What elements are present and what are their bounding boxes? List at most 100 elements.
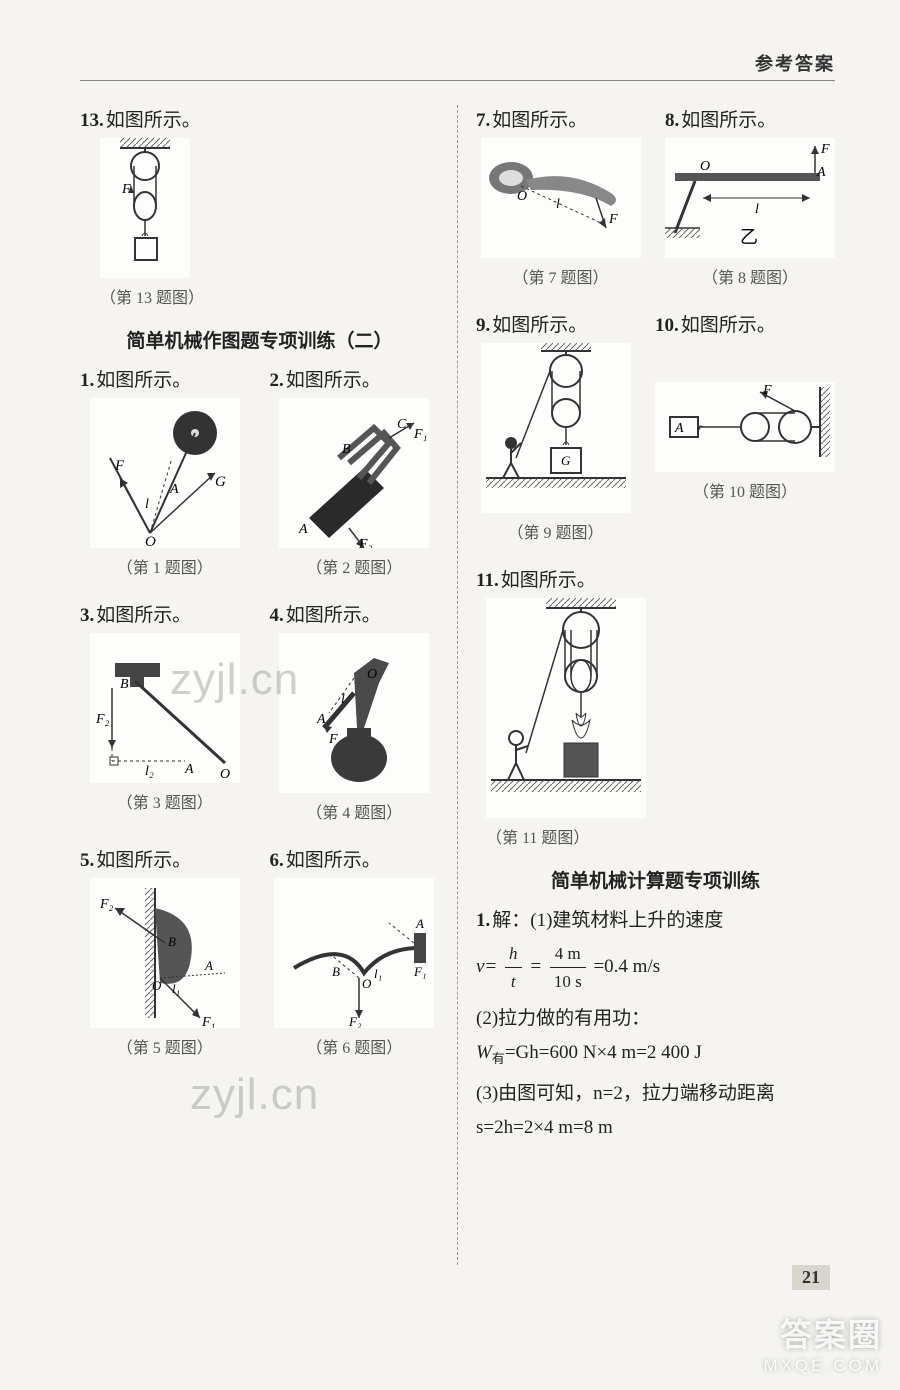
q10-line: 10.如图所示。 [655,310,835,337]
d2-C: C [397,417,407,432]
d6-O: O [362,976,372,991]
row-5-6: 5.如图所示。 F₂ F₁ B A [80,845,439,1076]
row-1-2: 1.如图所示。 F A G O [80,365,439,596]
fig1: F A G O l （第 1 题图） [80,398,250,578]
fig10: A F （第 10 题图） [655,382,835,502]
calc-line3: (3)由图可知，n=2，拉力端移动距离 [476,1078,835,1105]
eq1-rhs: =0.4 m/s [593,956,660,977]
diagram-1: F A G O l [90,398,240,548]
fig6-caption: （第 6 题图） [306,1034,402,1058]
fig8-caption: （第 8 题图） [702,264,798,288]
d6-A: A [415,916,424,931]
q13-num: 13. [80,110,104,131]
fig2-caption: （第 2 题图） [306,554,402,578]
diagram-4: O l A F [279,633,429,793]
fig4-caption: （第 4 题图） [306,799,402,823]
eq2-sub: 有 [492,1051,505,1066]
d1-A: A [169,482,179,497]
calc-eq3: s=2h=2×4 m=8 m [476,1113,835,1143]
fig7-caption: （第 7 题图） [512,264,608,288]
d7-l: l [556,197,560,212]
diagram-2: A B C F₁ F₂ [279,398,429,548]
d1-G: G [215,474,226,490]
d10-F: F [762,383,772,398]
fig6: A B O F₁ F₂ l₁ （第 6 题图） [270,878,440,1058]
d8-F: F [820,142,830,157]
diagram-10: A F [655,382,835,472]
fig3-caption: （第 3 题图） [117,789,213,813]
calc-text1: 解：(1)建筑材料上升的速度 [492,910,723,931]
page-number: 21 [792,1265,830,1290]
q10-num: 10. [655,315,679,336]
fig11-caption: （第 11 题图） [486,824,589,848]
q6-num: 6. [270,850,284,871]
d8-Z: 乙 [740,227,758,247]
page-header: 参考答案 [80,50,835,80]
d2-F1: F₁ [413,427,427,442]
q6-text: 如图所示。 [286,850,381,871]
q11-text: 如图所示。 [501,570,596,591]
d5-O: O [152,978,162,993]
d3-l2: l₂ [145,764,154,779]
d1-F: F [114,458,125,474]
calc-eq1: v= ht = 4 m10 s =0.4 m/s [476,940,835,995]
diagram-8: O A F l 乙 [665,138,835,258]
row-7-8: 7.如图所示。 O l F （第 7 题图） [476,105,835,306]
eq2-rest: =Gh=600 N×4 m=2 400 J [505,1042,702,1063]
q7-text: 如图所示。 [492,110,587,131]
fig11: （第 11 题图） [486,598,835,848]
d5-B: B [168,934,176,949]
fig3: B F₂ l₂ A O （第 3 题图） [80,633,250,813]
row-3-4: 3.如图所示。 B F₂ l₂ A [80,600,439,841]
d4-A: A [316,712,326,727]
fig5-caption: （第 5 题图） [117,1034,213,1058]
q7-num: 7. [476,110,490,131]
eq1-f2d: 10 s [550,968,586,995]
q9-text: 如图所示。 [492,315,587,336]
q3-num: 3. [80,605,94,626]
d4-O: O [367,667,377,682]
q2-text: 如图所示。 [286,370,381,391]
d6-B: B [332,964,340,979]
q5-num: 5. [80,850,94,871]
q10-text: 如图所示。 [681,315,776,336]
d3-B: B [120,677,129,692]
d2-F2: F₂ [358,537,373,548]
q4-num: 4. [270,605,284,626]
q1-num: 1. [80,370,94,391]
q4-line: 4.如图所示。 [270,600,440,627]
d1-O: O [145,534,156,548]
q1-text: 如图所示。 [96,370,191,391]
q9-num: 9. [476,315,490,336]
header-rule [80,80,835,81]
d6-F2: F₂ [348,1014,362,1028]
d7-O: O [517,189,527,204]
fig13-caption: （第 13 题图） [100,284,204,308]
fig5: F₂ F₁ B A O l₁ （第 5 题图） [80,878,250,1058]
stamp-url: MXQE.COM [764,1356,882,1376]
eq1-f1n: h [505,940,522,968]
q5-text: 如图所示。 [96,850,191,871]
fig9: G （第 9 题图） [476,343,635,543]
d4-F: F [328,732,338,747]
d3-A: A [184,762,194,777]
content-columns: 13. 如图所示。 F [80,105,835,1265]
diagram-11 [486,598,646,818]
eq1-lhs: v= [476,956,497,977]
q11-num: 11. [476,570,499,591]
q11-line: 11.如图所示。 [476,565,835,592]
calc-num: 1. [476,910,490,931]
q2-num: 2. [270,370,284,391]
d5-l1: l₁ [172,981,180,996]
eq1-f2n: 4 m [550,940,586,968]
fig1-caption: （第 1 题图） [117,554,213,578]
d5-F2: F₂ [99,897,114,912]
d6-l1: l₁ [374,966,382,981]
q6-line: 6.如图所示。 [270,845,440,872]
q8-num: 8. [665,110,679,131]
d3-F2: F₂ [95,712,110,727]
eq1-mid: = [529,956,542,977]
fig13: F （第 13 题图） [100,138,439,308]
d2-B: B [342,442,351,457]
d8-O: O [700,159,710,174]
